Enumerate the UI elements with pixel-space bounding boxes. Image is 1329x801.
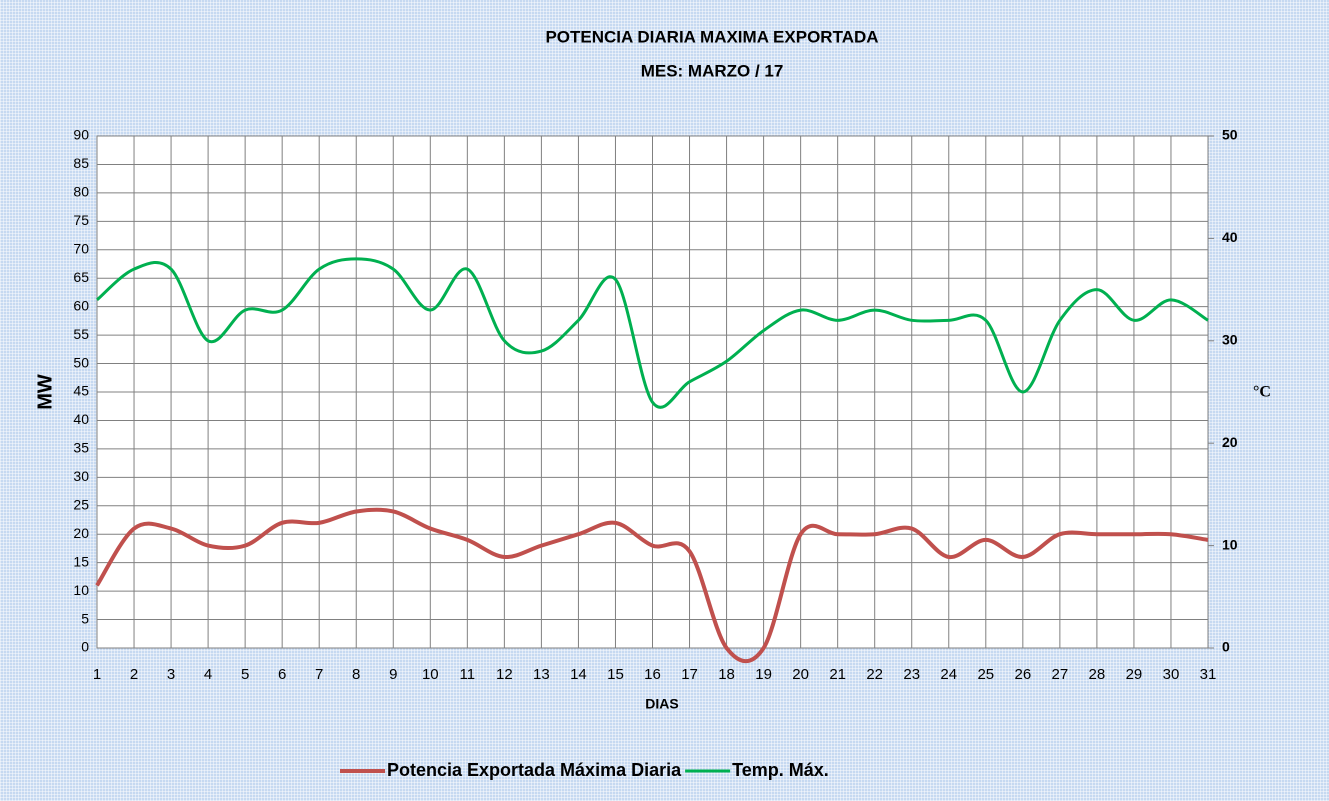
y2-tick-label: 20 — [1222, 434, 1238, 450]
x-tick-label: 3 — [167, 666, 175, 683]
y-tick-label: 55 — [73, 326, 89, 342]
x-tick-label: 30 — [1163, 666, 1180, 683]
x-tick-label: 24 — [940, 666, 957, 683]
y-tick-label: 15 — [73, 553, 89, 569]
x-tick-label: 22 — [866, 666, 883, 683]
x-tick-label: 5 — [241, 666, 249, 683]
y-tick-label: 20 — [73, 525, 89, 541]
x-tick-label: 11 — [460, 666, 476, 683]
x-tick-label: 4 — [204, 666, 212, 683]
x-tick-label: 25 — [977, 666, 994, 683]
x-tick-label: 17 — [681, 666, 698, 683]
y2-tick-label: 50 — [1222, 127, 1238, 143]
x-tick-label: 8 — [352, 666, 360, 683]
y-tick-label: 40 — [73, 411, 89, 427]
chart-subtitle: MES: MARZO / 17 — [641, 61, 784, 80]
y2-tick-label: 40 — [1222, 229, 1238, 245]
y-tick-label: 5 — [81, 610, 89, 626]
y-tick-label: 0 — [81, 639, 89, 655]
x-tick-label: 2 — [130, 666, 138, 683]
y2-tick-label: 10 — [1222, 536, 1238, 552]
x-tick-label: 12 — [496, 666, 513, 683]
y-tick-label: 65 — [73, 269, 89, 285]
x-tick-label: 9 — [389, 666, 397, 683]
y-tick-label: 60 — [73, 297, 89, 313]
y-tick-label: 25 — [73, 496, 89, 512]
y-tick-label: 45 — [73, 383, 89, 399]
x-tick-label: 15 — [607, 666, 624, 683]
x-tick-label: 18 — [718, 666, 735, 683]
x-tick-label: 26 — [1014, 666, 1031, 683]
x-tick-label: 21 — [829, 666, 846, 683]
x-tick-label: 20 — [792, 666, 809, 683]
y-axis-label: MW — [34, 374, 56, 410]
x-tick-label: 29 — [1126, 666, 1143, 683]
x-tick-label: 14 — [570, 666, 587, 683]
legend-label: Potencia Exportada Máxima Diaria — [387, 760, 682, 780]
y-tick-label: 85 — [73, 155, 89, 171]
y-tick-label: 80 — [73, 184, 89, 200]
x-tick-label: 6 — [278, 666, 286, 683]
chart-title: POTENCIA DIARIA MAXIMA EXPORTADA — [545, 27, 878, 46]
x-tick-label: 10 — [422, 666, 439, 683]
y-tick-label: 30 — [73, 468, 89, 484]
legend-label: Temp. Máx. — [732, 760, 829, 780]
x-axis-label: DIAS — [645, 696, 678, 712]
y-tick-label: 90 — [73, 127, 89, 143]
x-tick-label: 23 — [903, 666, 920, 683]
x-tick-label: 27 — [1052, 666, 1069, 683]
y-tick-label: 75 — [73, 212, 89, 228]
y-tick-label: 35 — [73, 440, 89, 456]
y-tick-label: 70 — [73, 240, 89, 256]
y2-tick-label: 30 — [1222, 332, 1238, 348]
y-tick-label: 10 — [73, 582, 89, 598]
x-tick-label: 28 — [1089, 666, 1106, 683]
x-tick-label: 7 — [315, 666, 323, 683]
y2-tick-label: 0 — [1222, 639, 1230, 655]
x-tick-label: 19 — [755, 666, 772, 683]
x-tick-label: 13 — [533, 666, 550, 683]
series-line — [96, 257, 1209, 409]
series-line — [95, 507, 1209, 664]
x-tick-label: 31 — [1200, 666, 1217, 683]
y2-axis-label: °C — [1253, 384, 1271, 401]
y-tick-label: 50 — [73, 354, 89, 370]
x-tick-label: 1 — [93, 666, 101, 683]
x-tick-label: 16 — [644, 666, 661, 683]
